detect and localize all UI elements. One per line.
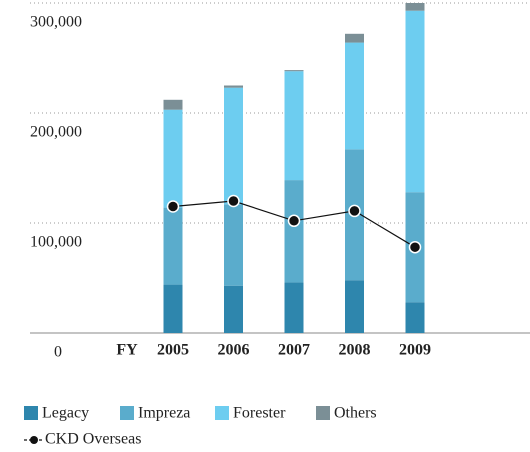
x-tick-label: 2008 bbox=[339, 342, 371, 359]
x-tick-label: 2005 bbox=[157, 342, 189, 359]
y-tick-label: 300,000 bbox=[30, 14, 82, 31]
line-marker bbox=[348, 204, 361, 218]
bar-segment bbox=[163, 99, 183, 110]
legend-swatch bbox=[316, 406, 330, 420]
bar-segment bbox=[284, 282, 304, 333]
bar-segment bbox=[224, 85, 243, 88]
line-marker bbox=[408, 240, 422, 254]
line-marker bbox=[166, 200, 180, 213]
y-tick-label: 200,000 bbox=[30, 124, 82, 141]
bar-segment bbox=[345, 280, 364, 333]
bar-segment bbox=[224, 285, 243, 333]
legend-marker bbox=[30, 436, 38, 444]
y-tick-label: 100,000 bbox=[30, 234, 82, 251]
legend-label: Impreza bbox=[138, 405, 190, 422]
x-tick-label: 2006 bbox=[218, 342, 250, 359]
line-marker bbox=[287, 214, 301, 228]
legend-label: Others bbox=[334, 405, 377, 422]
bar-segment bbox=[284, 180, 304, 283]
bar-segment bbox=[284, 71, 304, 181]
x-axis-label: FY bbox=[116, 342, 138, 359]
bar-segment bbox=[405, 10, 425, 193]
bar-segment bbox=[345, 33, 364, 43]
bar-segment bbox=[163, 207, 183, 285]
bar-segment bbox=[163, 109, 183, 208]
bar-segment bbox=[405, 302, 425, 333]
line-marker bbox=[227, 194, 240, 208]
legend-label: Legacy bbox=[42, 405, 89, 422]
legend-label: CKD Overseas bbox=[45, 431, 141, 448]
bar-segment bbox=[224, 87, 243, 205]
bar-segment bbox=[224, 204, 243, 286]
bar-segment bbox=[284, 70, 304, 72]
legend-swatch bbox=[120, 406, 134, 420]
bar-segment bbox=[405, 3, 425, 11]
x-tick-label: 2007 bbox=[278, 342, 310, 359]
legend-swatch bbox=[24, 406, 38, 420]
legend-label: Forester bbox=[233, 405, 286, 422]
legend-swatch bbox=[215, 406, 229, 420]
y-tick-label: 0 bbox=[54, 344, 62, 361]
x-tick-label: 2009 bbox=[399, 342, 431, 359]
bar-segment bbox=[345, 42, 364, 150]
bar-segment bbox=[163, 284, 183, 333]
